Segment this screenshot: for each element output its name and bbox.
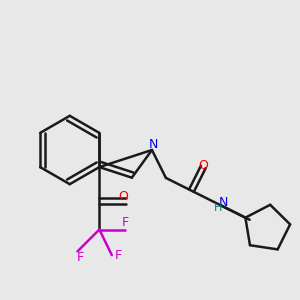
Text: N: N <box>218 196 228 209</box>
Text: O: O <box>118 190 128 203</box>
Text: F: F <box>115 249 122 262</box>
Text: N: N <box>149 138 158 151</box>
Text: F: F <box>76 251 83 264</box>
Text: F: F <box>122 217 128 230</box>
Text: O: O <box>198 159 208 172</box>
Text: H: H <box>213 203 222 213</box>
